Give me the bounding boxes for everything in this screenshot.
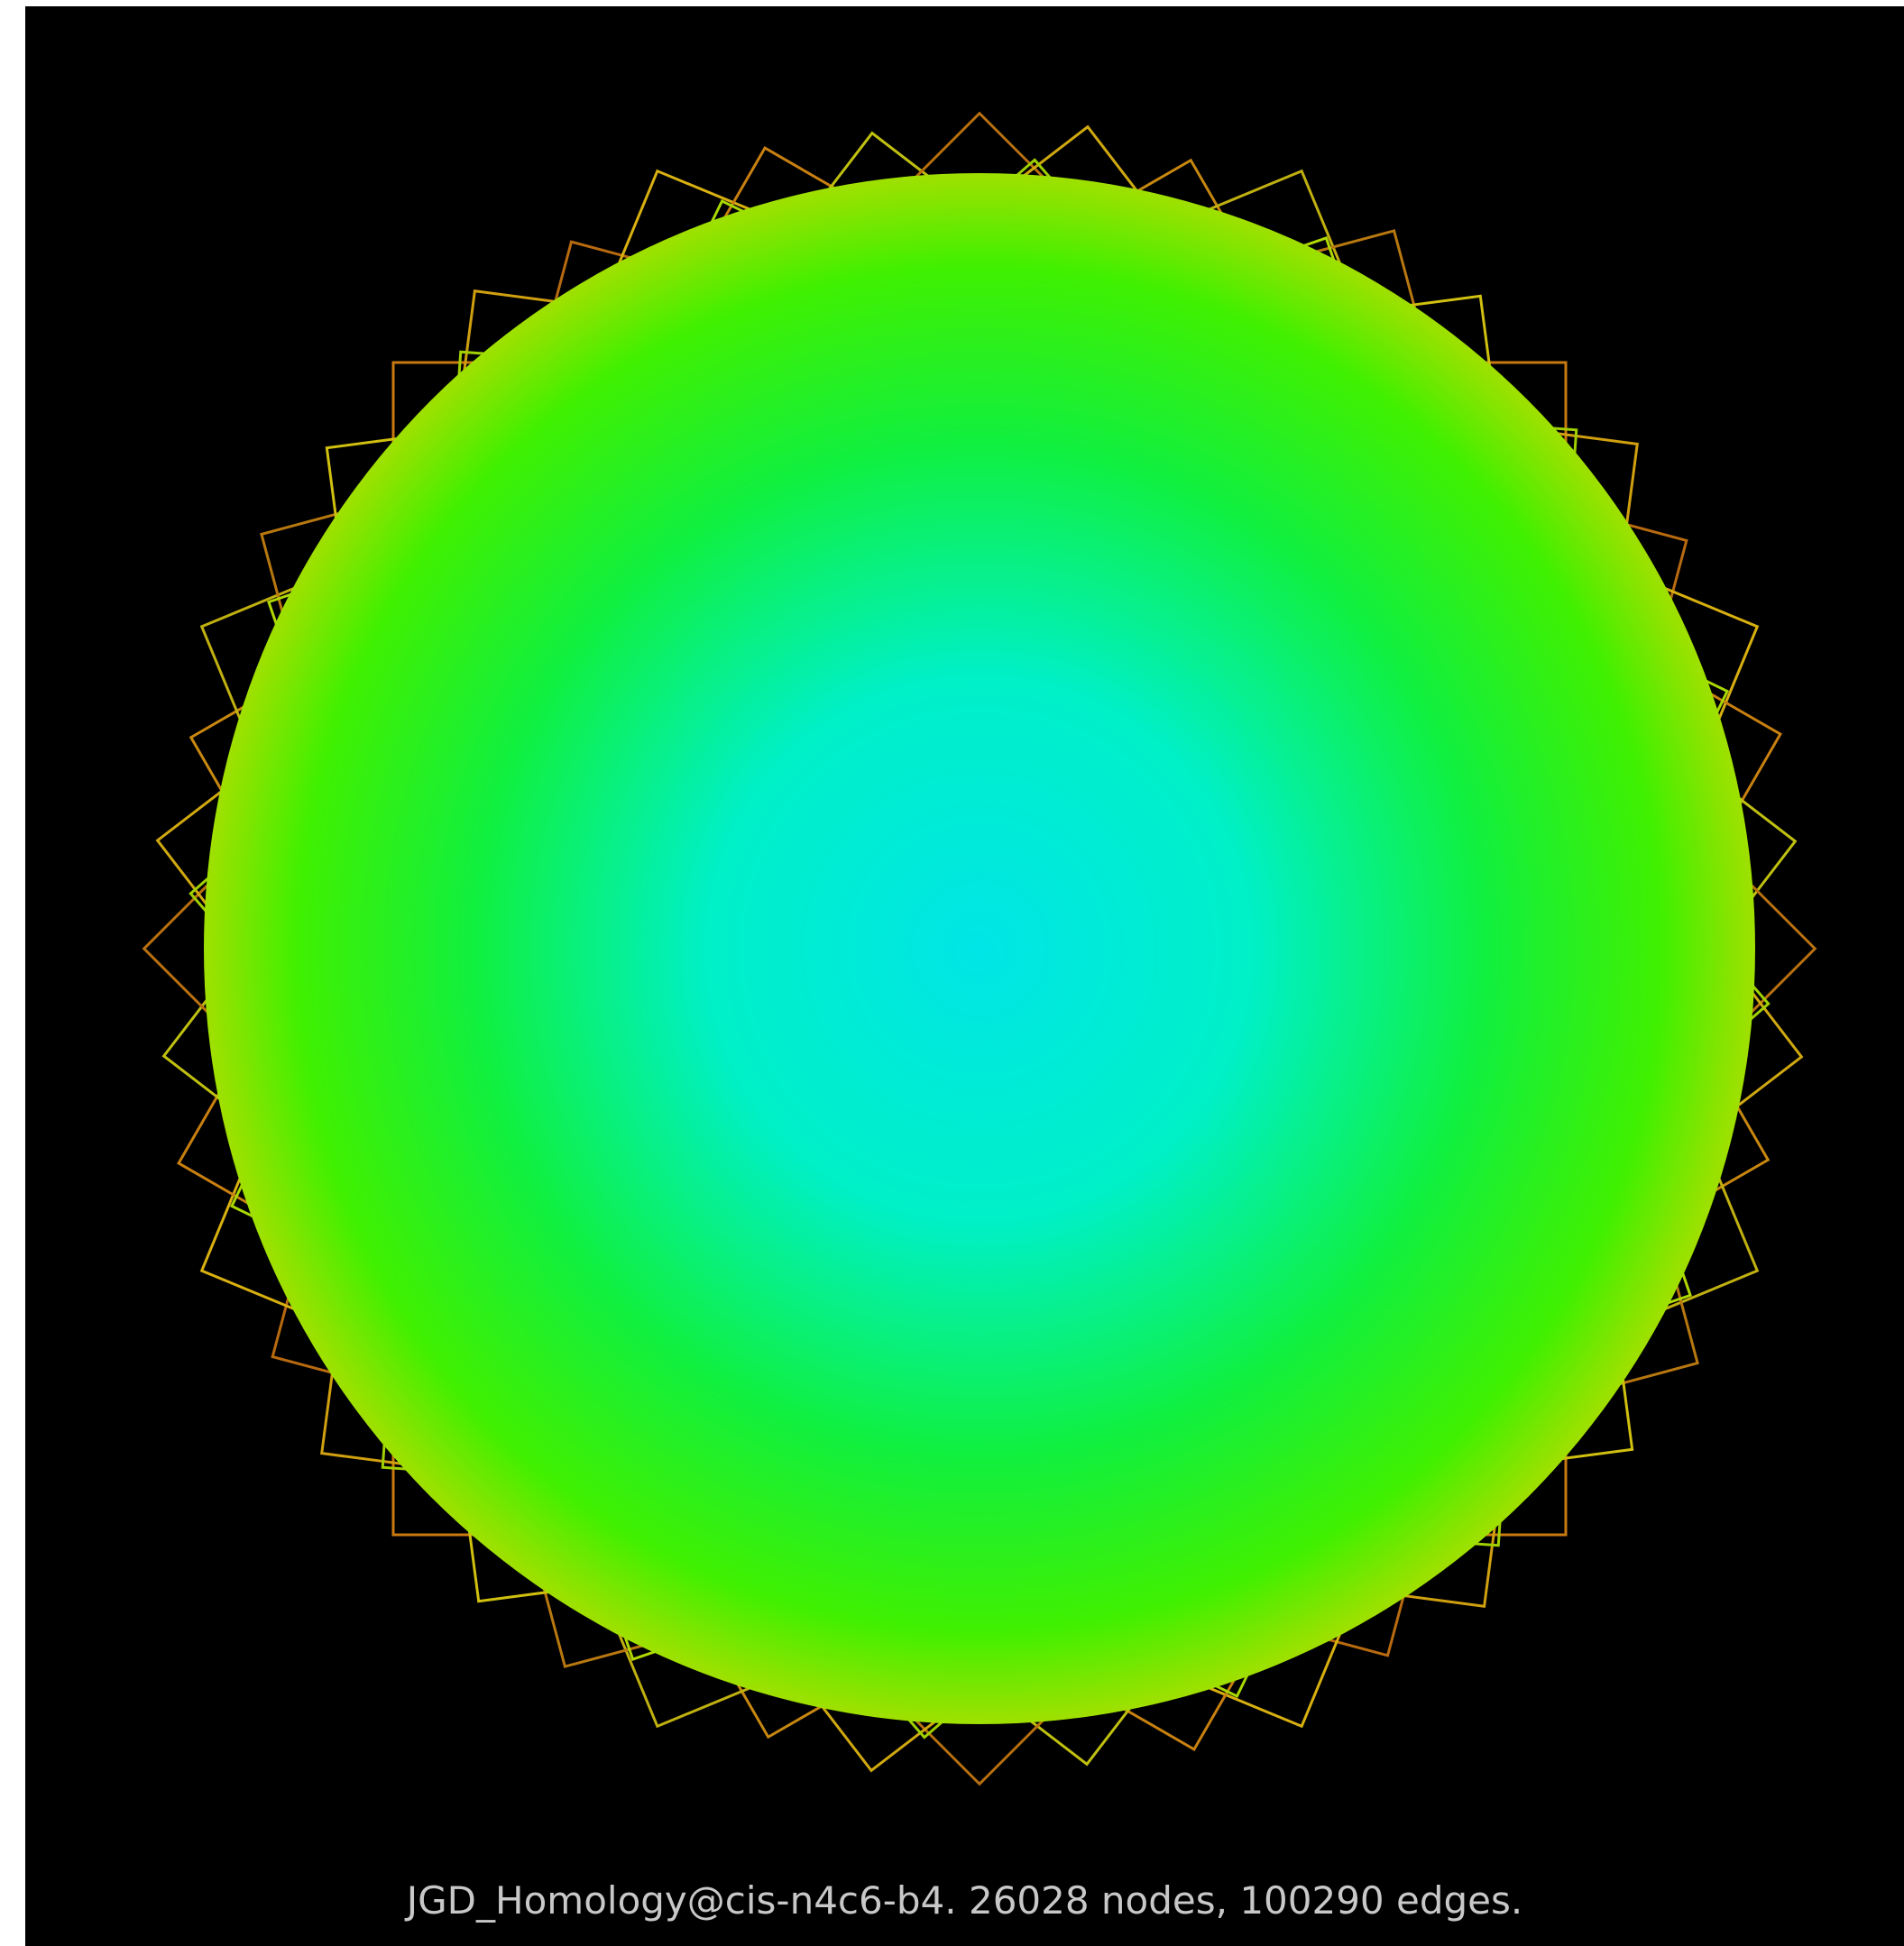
caption: JGD_Homology@cis-n4c6-b4. 26028 nodes, 1… (25, 1878, 1904, 1923)
graph-drawing (25, 6, 1904, 1946)
page: {"caption": "JGD_Homology@cis-n4c6-b4. 2… (0, 0, 1904, 1946)
graph-core (204, 173, 1755, 1724)
graph-view: JGD_Homology@cis-n4c6-b4. 26028 nodes, 1… (25, 6, 1904, 1946)
